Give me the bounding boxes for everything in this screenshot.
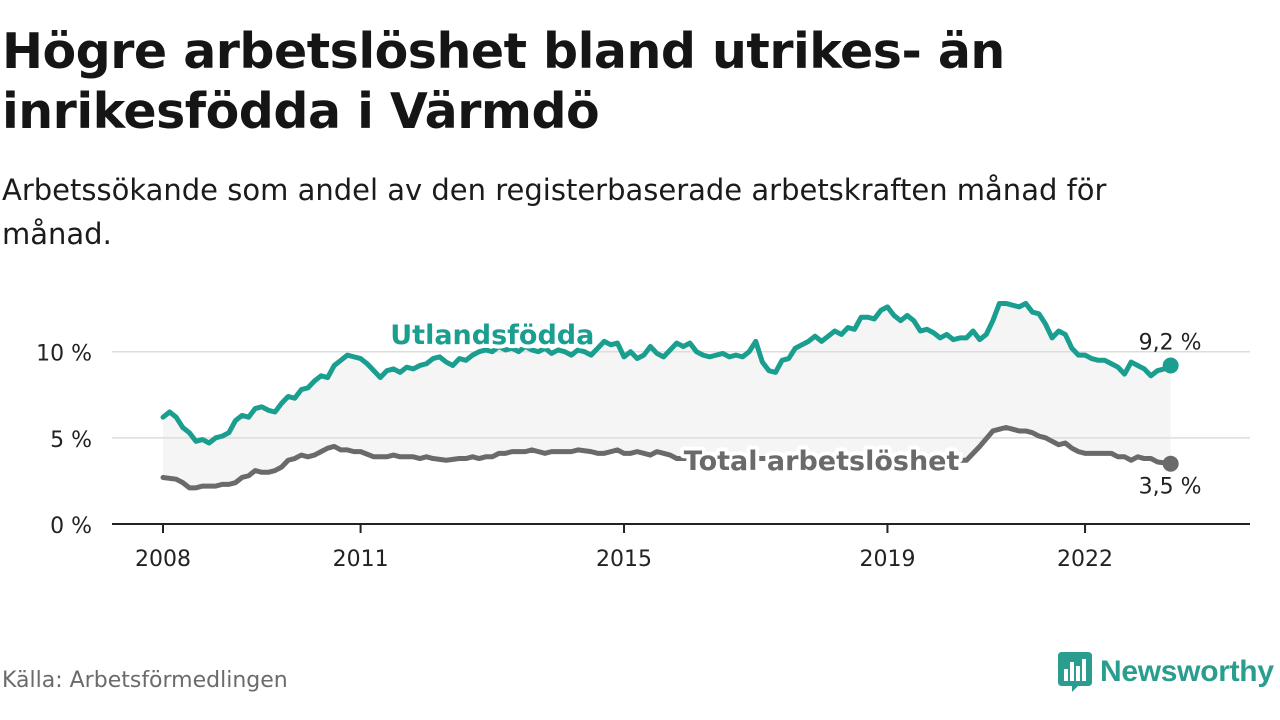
- end-point-foreign: [1162, 357, 1179, 374]
- series-label-total: Total arbetslöshet: [684, 446, 960, 477]
- brand-logo: Newsworthy: [1058, 652, 1274, 692]
- gap-band: [163, 303, 1171, 488]
- y-tick-label: 10 %: [36, 342, 92, 367]
- x-tick-label: 2008: [135, 547, 191, 572]
- series-label-halo: Utlandsfödda: [390, 320, 594, 351]
- newsworthy-logo-icon: [1058, 652, 1092, 692]
- end-point-total: [1162, 455, 1179, 472]
- chart-subtitle: Arbetssökande som andel av den registerb…: [2, 173, 1107, 251]
- x-tick-label: 2022: [1057, 547, 1113, 572]
- series-label-foreign: Utlandsfödda: [390, 320, 594, 351]
- end-value-label-foreign: 9,2 %: [1139, 330, 1202, 355]
- x-tick-label: 2011: [333, 547, 389, 572]
- x-tick-label: 2019: [859, 547, 915, 572]
- end-value-label-total: 3,5 %: [1139, 475, 1202, 500]
- series-line-total: [160, 425, 1174, 491]
- x-tick-label: 2015: [596, 547, 652, 572]
- series-label-halo: Total arbetslöshet: [684, 446, 960, 477]
- series-line-foreign: [160, 300, 1174, 446]
- chart-title: Högre arbetslöshet bland utrikes- än inr…: [2, 23, 1005, 140]
- y-tick-label: 5 %: [50, 428, 92, 453]
- y-tick-label: 0 %: [50, 514, 92, 539]
- source-note: Källa: Arbetsförmedlingen: [2, 668, 288, 693]
- brand-name: Newsworthy: [1100, 655, 1274, 688]
